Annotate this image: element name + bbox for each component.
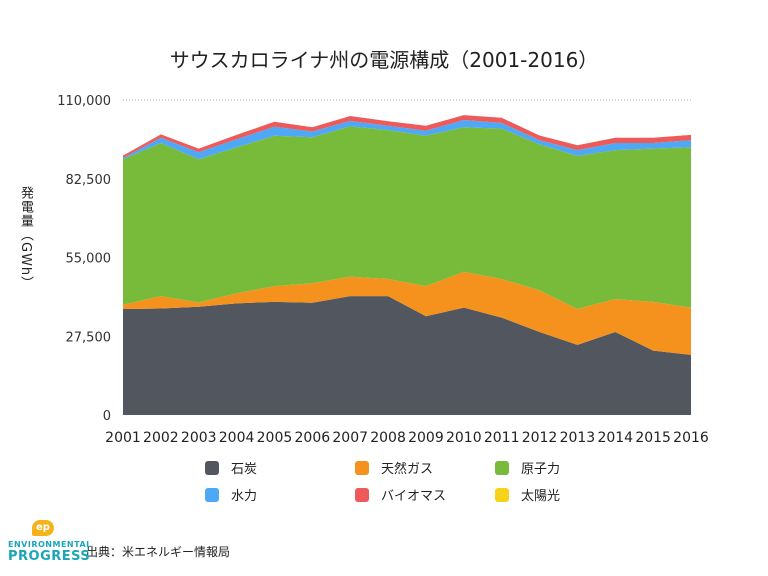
legend-label-solar: 太陽光 [521,489,561,504]
x-tick-label: 2008 [370,430,406,446]
footer: ep ENVIRONMENTAL PROGRESS 出典：米エネルギー情報局 [8,520,230,566]
chart-title: サウスカロライナ州の電源構成（2001-2016） [169,48,599,72]
x-tick-label: 2010 [446,430,482,446]
legend: 石炭 天然ガス 原子力 水力 バイオマス 太陽光 [205,458,625,504]
legend-item-biomass: バイオマス [355,485,495,504]
logo-badge: ep [32,520,54,536]
legend-label-coal: 石炭 [231,462,258,477]
legend-swatch-solar [495,487,509,502]
x-tick-label: 2011 [484,430,520,446]
legend-label-biomass: バイオマス [381,489,447,504]
area-nuclear [123,126,691,310]
legend-label-hydro: 水力 [231,489,258,504]
x-tick-label: 2014 [597,430,633,446]
legend-swatch-biomass [355,487,369,502]
y-tick-label: 110,000 [57,94,111,109]
y-tick-label: 0 [103,409,111,424]
legend-swatch-hydro [205,487,219,502]
x-tick-label: 2001 [105,430,141,446]
legend-swatch-coal [205,460,219,475]
x-tick-label: 2009 [408,430,444,446]
source-text: 出典：米エネルギー情報局 [86,545,231,559]
logo-line-1: ENVIRONMENTAL [8,540,92,549]
x-tick-label: 2012 [522,430,558,446]
legend-item-coal: 石炭 [205,458,355,477]
legend-item-gas: 天然ガス [355,458,495,477]
y-tick-label: 27,500 [66,330,112,345]
legend-item-solar: 太陽光 [495,485,625,504]
x-tick-label: 2005 [257,430,293,446]
environmental-progress-logo: ep ENVIRONMENTAL PROGRESS [8,520,91,566]
x-tick-label: 2006 [295,430,331,446]
area-gas [123,271,691,355]
legend-label-nuclear: 原子力 [521,462,561,477]
y-tick-label: 82,500 [66,173,112,188]
area-hydro [123,120,691,160]
y-axis-label: 発電量（GWh） [18,186,33,291]
x-tick-label: 2016 [673,430,709,446]
legend-label-gas: 天然ガス [381,462,434,477]
legend-item-nuclear: 原子力 [495,458,625,477]
legend-item-hydro: 水力 [205,485,355,504]
plot-area [123,99,691,415]
legend-swatch-nuclear [495,460,509,475]
x-tick-label: 2004 [219,430,255,446]
area-coal [123,296,691,415]
x-tick-label: 2003 [181,430,217,446]
area-biomass [123,115,691,158]
x-tick-label: 2007 [332,430,368,446]
x-tick-label: 2002 [143,430,179,446]
x-tick-label: 2013 [560,430,596,446]
y-tick-label: 55,000 [66,252,112,267]
logo-line-2: PROGRESS [8,549,91,564]
legend-swatch-gas [355,460,369,475]
x-tick-label: 2015 [635,430,671,446]
